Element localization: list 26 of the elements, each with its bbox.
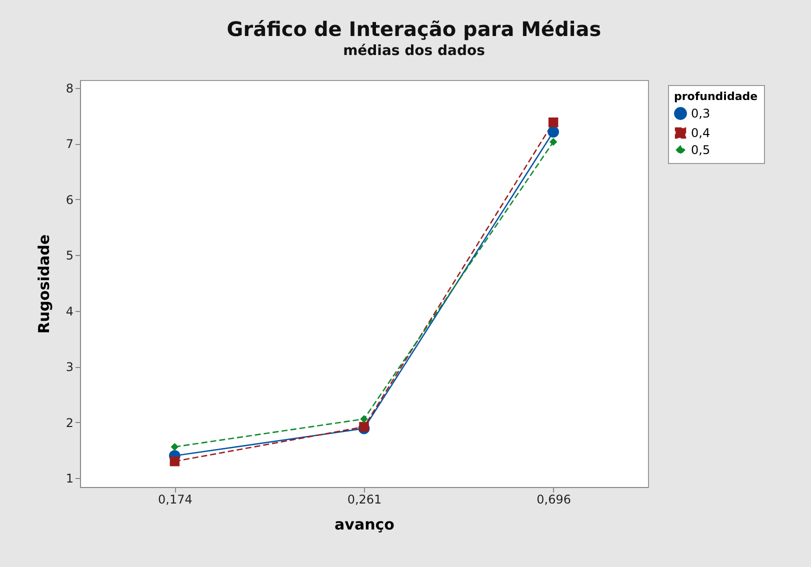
point	[549, 138, 558, 146]
chart-title: Gráfico de Interação para Médias	[226, 17, 602, 41]
point	[548, 126, 560, 138]
y-tick-label: 2	[66, 416, 74, 430]
y-tick-label: 8	[66, 81, 74, 96]
legend-label: 0,4	[691, 126, 710, 140]
legend-label: 0,5	[691, 143, 710, 157]
y-tick-label: 7	[66, 137, 74, 152]
y-axis-title: Rugosidade	[34, 234, 53, 334]
x-tick-label: 0,174	[158, 492, 192, 506]
point	[170, 442, 179, 451]
chart-subtitle: médias dos dados	[343, 43, 485, 59]
y-tick-label: 4	[66, 304, 74, 318]
point	[359, 422, 369, 432]
y-tick-label: 5	[66, 248, 74, 263]
x-axis-title: avanço	[334, 516, 394, 534]
y-tick-label: 3	[66, 360, 74, 374]
y-tick-label: 1	[66, 472, 74, 486]
x-tick-label: 0,696	[536, 492, 572, 506]
point	[360, 415, 368, 423]
legend-label: 0,3	[691, 106, 710, 120]
legend-title: profundidade	[674, 90, 758, 103]
point	[548, 118, 558, 128]
y-tick-label: 6	[66, 192, 74, 207]
point	[170, 456, 180, 466]
x-tick-label: 0,261	[347, 492, 382, 506]
